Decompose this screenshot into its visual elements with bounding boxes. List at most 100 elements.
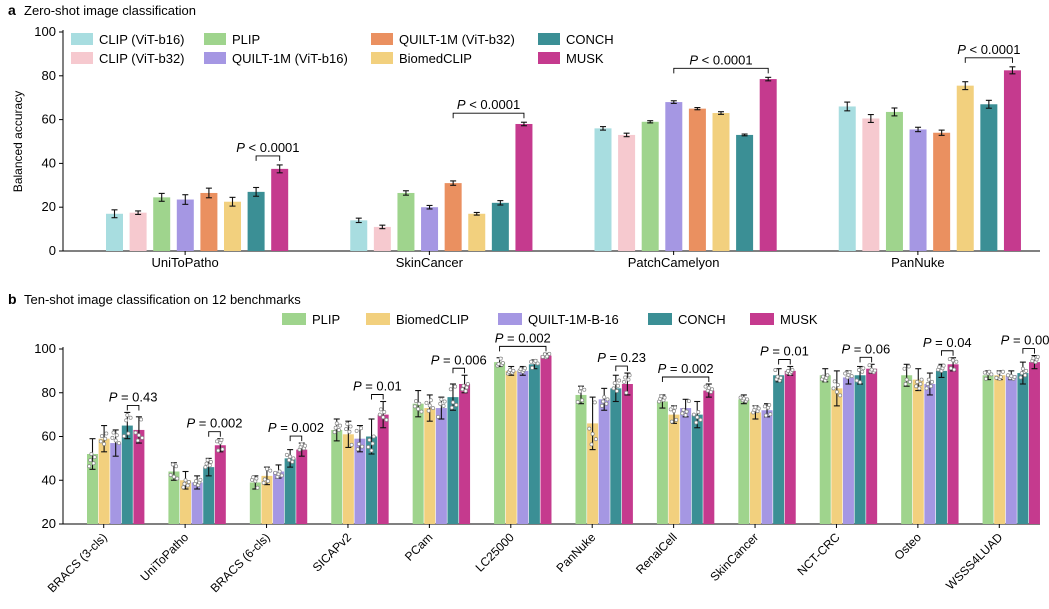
panel-b-sample-point — [126, 431, 131, 436]
panel-b-sample-point — [348, 424, 353, 429]
panel-b-sample-point — [843, 371, 848, 376]
panel-b-sample-point — [786, 368, 790, 373]
panel-b-sample-point — [303, 443, 307, 448]
panel-b-bar-musk-bracs-6-cls — [296, 449, 308, 524]
panel-b-sample-point — [533, 358, 538, 363]
panel-b-bar-quilt-1m-b-16-wsss4luad — [1005, 375, 1017, 524]
panel-b-x-tick-label: BRACS (6-cls) — [208, 530, 273, 595]
panel-b-bar-biomedclip-pannuke — [587, 423, 599, 524]
panel-b-sample-point — [575, 399, 580, 404]
panel-b-sample-point — [299, 442, 304, 447]
panel-b-significance-bracket — [452, 367, 466, 374]
panel-a-bar-biomedclip-skincancer — [468, 213, 486, 251]
panel-b-x-tick-label: SkinCancer — [707, 530, 761, 584]
panel-b-sample-point — [89, 452, 94, 456]
panel-b-bar-plip-bracs-6-cls — [249, 482, 261, 524]
panel-b-sample-point — [135, 438, 140, 443]
panel-a-bar-clip-vit-b16-patchcamelyon — [594, 128, 612, 251]
panel-b-sample-point — [983, 376, 988, 381]
panel-b-sample-point — [110, 435, 115, 440]
panel-b-sample-point — [694, 420, 699, 425]
panel-b-sample-point — [680, 411, 685, 416]
panel-b-sample-point — [291, 456, 296, 461]
panel-b-bar-biomedclip-unitopatho — [180, 480, 192, 524]
panel-b-sample-point — [369, 448, 374, 453]
panel-b-sample-point — [523, 366, 527, 371]
panel-b-sample-point — [847, 370, 852, 375]
panel-b-sample-point — [186, 480, 191, 484]
panel-a-bar-clip-vit-b32-pannuke — [862, 118, 880, 251]
panel-b-bar-plip-wsss4luad — [982, 375, 994, 524]
panel-b-sample-point — [832, 379, 837, 384]
panel-b-legend-swatch-quilt-1m-b-16 — [498, 313, 522, 325]
panel-b-sample-point — [183, 478, 188, 483]
panel-b-bar-musk-nct-crc — [866, 368, 878, 524]
panel-b-sample-point — [417, 401, 422, 406]
panel-b-sample-point — [104, 431, 109, 436]
panel-b-sample-point — [831, 386, 836, 391]
panel-b-x-tick-label: SICAPv2 — [310, 530, 355, 575]
panel-b-p-value-label: P = 0.002 — [495, 330, 551, 345]
panel-b-sample-point — [994, 375, 999, 380]
panel-b-sample-point — [925, 382, 930, 386]
panel-a-legend-swatch-plip — [204, 33, 226, 45]
panel-b-sample-point — [379, 407, 383, 412]
panel-b-sample-point — [614, 389, 619, 393]
panel-b-bar-musk-unitopatho — [214, 445, 226, 524]
panel-b-sample-point — [427, 403, 432, 408]
panel-b-sample-point — [873, 368, 877, 373]
panel-b-sample-point — [268, 468, 273, 473]
panel-b-sample-point — [773, 368, 778, 372]
panel-a-legend-swatch-quilt-1m-vit-b16 — [204, 52, 226, 64]
panel-a-letter: a — [8, 2, 16, 18]
panel-a-legend-swatch-quilt-1m-vit-b32 — [371, 33, 393, 45]
panel-b-title: Ten-shot image classification on 12 benc… — [24, 292, 301, 307]
panel-a-bar-musk-patchcamelyon — [759, 79, 777, 252]
panel-b-y-tick-label: 80 — [42, 385, 56, 400]
panel-a-bar-clip-vit-b16-pannuke — [838, 106, 856, 252]
panel-b-bar-biomedclip-bracs-3-cls — [98, 438, 110, 524]
panel-b-sample-point — [695, 415, 700, 420]
panel-b-p-value-label: P = 0.01 — [760, 344, 809, 359]
panel-a-legend-label-quilt-1m-vit-b32: QUILT-1M (ViT-b32) — [399, 32, 515, 47]
panel-b-sample-point — [170, 462, 175, 467]
panel-b-sample-point — [99, 434, 104, 439]
panel-b-x-tick-label: RenalCell — [633, 530, 680, 577]
panel-b-sample-point — [460, 387, 465, 392]
panel-b-sample-point — [624, 390, 629, 395]
panel-b-x-tick-label: PCam — [402, 530, 435, 563]
panel-b-bar-musk-lc25000 — [540, 355, 552, 524]
panel-b-sample-point — [756, 406, 761, 411]
panel-b-sample-point — [529, 359, 534, 364]
panel-b-bar-plip-renalcell — [656, 401, 668, 524]
panel-b-sample-point — [419, 409, 424, 414]
panel-b-sample-point — [431, 406, 436, 411]
panel-b-sample-point — [908, 379, 912, 384]
panel-b-sample-point — [706, 385, 711, 390]
panel-b-sample-point — [111, 430, 116, 435]
panel-b-legend-label-conch: CONCH — [678, 312, 726, 327]
panel-b-bar-quilt-1m-b-16-pcam — [435, 408, 447, 524]
panel-b-significance-bracket — [208, 431, 221, 437]
panel-b-sample-point — [775, 374, 780, 379]
panel-b-legend-label-plip: PLIP — [312, 312, 340, 327]
panel-b-sample-point — [428, 398, 433, 403]
panel-b-sample-point — [745, 397, 750, 402]
panel-b-bar-biomedclip-pcam — [424, 408, 436, 524]
panel-b-sample-point — [367, 438, 372, 442]
panel-b-sample-point — [290, 459, 295, 464]
panel-a-legend-swatch-musk — [538, 52, 560, 64]
panel-b-sample-point — [987, 369, 992, 374]
panel-b-p-value-label: P = 0.002 — [268, 420, 324, 435]
panel-b-sample-point — [426, 408, 431, 413]
panel-b-bar-conch-nct-crc — [854, 375, 866, 524]
panel-b-sample-point — [511, 368, 516, 373]
panel-b-sample-point — [262, 477, 267, 482]
panel-b-sample-point — [710, 387, 715, 392]
panel-b-sample-point — [464, 385, 469, 390]
panel-a-bar-quilt-1m-vit-b32-unitopatho — [200, 192, 218, 251]
panel-b-significance-bracket — [778, 359, 791, 365]
panel-b-sample-point — [662, 395, 667, 400]
panel-a-bar-conch-patchcamelyon — [736, 134, 754, 251]
panel-b-sample-point — [136, 433, 141, 438]
